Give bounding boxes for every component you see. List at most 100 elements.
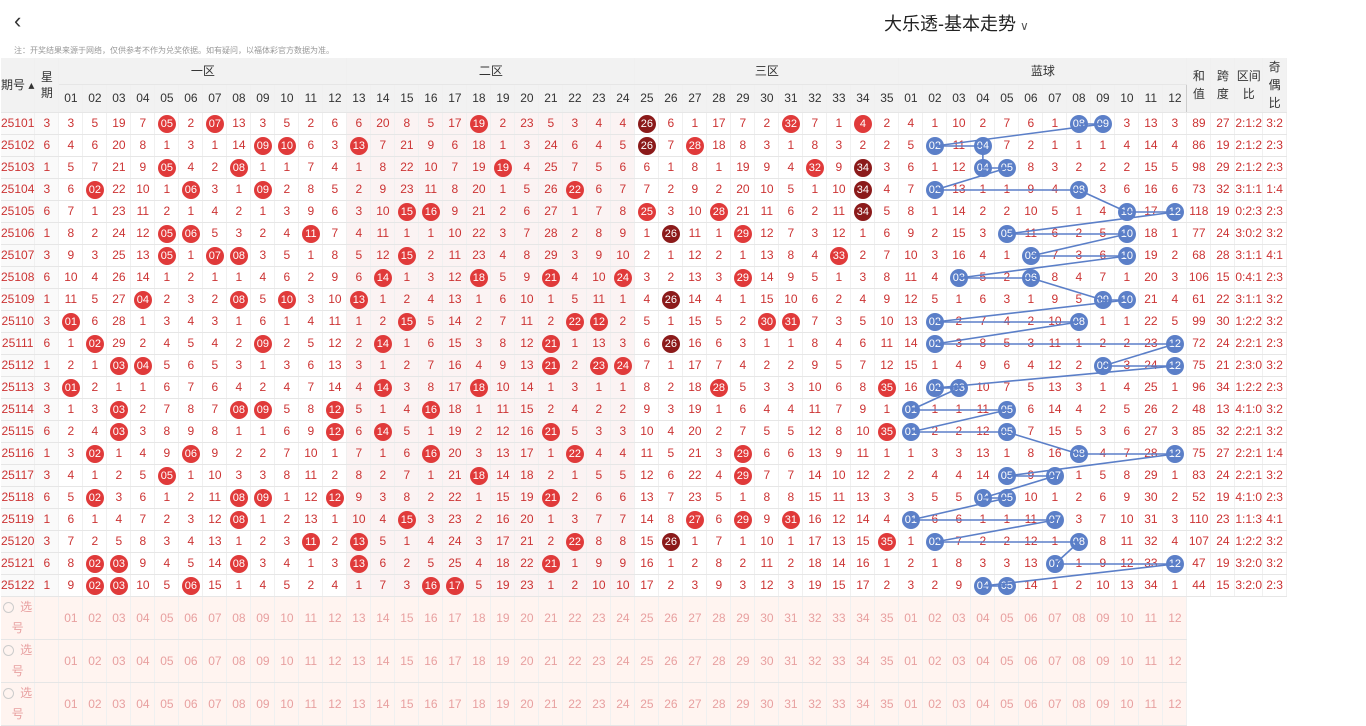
select-number[interactable]: 14 (370, 639, 396, 683)
select-number[interactable]: 08 (226, 682, 252, 726)
select-blue-number[interactable]: 10 (1114, 639, 1140, 683)
radio-icon[interactable] (3, 645, 15, 657)
select-number[interactable]: 09 (250, 596, 276, 640)
select-blue-number[interactable]: 04 (970, 596, 996, 640)
select-number[interactable]: 33 (826, 596, 852, 640)
select-number[interactable]: 01 (58, 639, 84, 683)
select-number[interactable]: 20 (514, 596, 540, 640)
select-number[interactable]: 09 (250, 682, 276, 726)
select-blue-number[interactable]: 12 (1162, 639, 1188, 683)
select-label[interactable]: 选号 (1, 596, 36, 640)
issue-header[interactable]: 期号 ▴ (1, 58, 36, 113)
select-number[interactable]: 27 (682, 596, 708, 640)
select-number[interactable]: 13 (346, 682, 372, 726)
select-number[interactable]: 03 (106, 639, 132, 683)
radio-icon[interactable] (3, 602, 15, 614)
select-number[interactable]: 11 (298, 639, 324, 683)
select-number[interactable]: 15 (394, 639, 420, 683)
select-blue-number[interactable]: 01 (898, 682, 924, 726)
select-blue-number[interactable]: 06 (1018, 596, 1044, 640)
select-number[interactable]: 14 (370, 682, 396, 726)
select-number[interactable]: 22 (562, 639, 588, 683)
select-number[interactable]: 20 (514, 639, 540, 683)
select-number[interactable]: 17 (442, 639, 468, 683)
select-number[interactable]: 10 (274, 596, 300, 640)
select-number[interactable]: 26 (658, 596, 684, 640)
select-label[interactable]: 选号 (1, 682, 36, 726)
select-number[interactable]: 11 (298, 682, 324, 726)
select-number[interactable]: 23 (586, 639, 612, 683)
chevron-down-icon[interactable]: ∨ (1020, 19, 1029, 33)
select-number[interactable]: 29 (730, 682, 756, 726)
select-number[interactable]: 07 (202, 682, 228, 726)
select-number[interactable]: 06 (178, 596, 204, 640)
select-number[interactable]: 20 (514, 682, 540, 726)
select-blue-number[interactable]: 08 (1066, 639, 1092, 683)
select-number[interactable]: 35 (874, 639, 900, 683)
select-number[interactable]: 06 (178, 682, 204, 726)
select-number[interactable]: 19 (490, 639, 516, 683)
select-blue-number[interactable]: 03 (946, 639, 972, 683)
select-number[interactable]: 33 (826, 639, 852, 683)
select-blue-number[interactable]: 01 (898, 596, 924, 640)
select-number[interactable]: 15 (394, 682, 420, 726)
select-number[interactable]: 10 (274, 682, 300, 726)
select-blue-number[interactable]: 10 (1114, 682, 1140, 726)
select-number[interactable]: 11 (298, 596, 324, 640)
select-blue-number[interactable]: 12 (1162, 596, 1188, 640)
select-number[interactable]: 32 (802, 596, 828, 640)
select-number[interactable]: 24 (610, 596, 636, 640)
select-number[interactable]: 25 (634, 682, 660, 726)
select-number[interactable]: 29 (730, 639, 756, 683)
select-number[interactable]: 26 (658, 639, 684, 683)
select-number[interactable]: 27 (682, 639, 708, 683)
select-number[interactable]: 34 (850, 596, 876, 640)
select-blue-number[interactable]: 02 (922, 682, 948, 726)
select-blue-number[interactable]: 06 (1018, 639, 1044, 683)
select-number[interactable]: 16 (418, 682, 444, 726)
select-number[interactable]: 10 (274, 639, 300, 683)
select-blue-number[interactable]: 11 (1138, 639, 1164, 683)
select-number[interactable]: 04 (130, 596, 156, 640)
select-blue-number[interactable]: 08 (1066, 682, 1092, 726)
select-blue-number[interactable]: 11 (1138, 596, 1164, 640)
select-number[interactable]: 32 (802, 682, 828, 726)
select-number[interactable]: 12 (322, 596, 348, 640)
select-number[interactable]: 35 (874, 596, 900, 640)
select-number[interactable]: 31 (778, 639, 804, 683)
select-number[interactable]: 08 (226, 639, 252, 683)
select-blue-number[interactable]: 04 (970, 682, 996, 726)
select-blue-number[interactable]: 02 (922, 596, 948, 640)
select-number[interactable]: 15 (394, 596, 420, 640)
select-number[interactable]: 29 (730, 596, 756, 640)
select-number[interactable]: 04 (130, 639, 156, 683)
select-number[interactable]: 19 (490, 682, 516, 726)
select-blue-number[interactable]: 05 (994, 596, 1020, 640)
select-number[interactable]: 28 (706, 596, 732, 640)
select-number[interactable]: 26 (658, 682, 684, 726)
select-number[interactable]: 28 (706, 639, 732, 683)
select-blue-number[interactable]: 03 (946, 596, 972, 640)
select-number[interactable]: 19 (490, 596, 516, 640)
select-number[interactable]: 32 (802, 639, 828, 683)
select-blue-number[interactable]: 05 (994, 682, 1020, 726)
select-number[interactable]: 30 (754, 639, 780, 683)
select-number[interactable]: 31 (778, 596, 804, 640)
select-blue-number[interactable]: 09 (1090, 639, 1116, 683)
select-number[interactable]: 23 (586, 596, 612, 640)
select-number[interactable]: 06 (178, 639, 204, 683)
select-number[interactable]: 13 (346, 639, 372, 683)
select-number[interactable]: 18 (466, 596, 492, 640)
select-blue-number[interactable]: 10 (1114, 596, 1140, 640)
select-blue-number[interactable]: 11 (1138, 682, 1164, 726)
select-blue-number[interactable]: 01 (898, 639, 924, 683)
select-number[interactable]: 34 (850, 639, 876, 683)
select-number[interactable]: 05 (154, 596, 180, 640)
select-number[interactable]: 07 (202, 639, 228, 683)
select-number[interactable]: 14 (370, 596, 396, 640)
select-number[interactable]: 24 (610, 682, 636, 726)
select-number[interactable]: 16 (418, 639, 444, 683)
select-number[interactable]: 22 (562, 596, 588, 640)
select-number[interactable]: 30 (754, 596, 780, 640)
select-blue-number[interactable]: 07 (1042, 596, 1068, 640)
